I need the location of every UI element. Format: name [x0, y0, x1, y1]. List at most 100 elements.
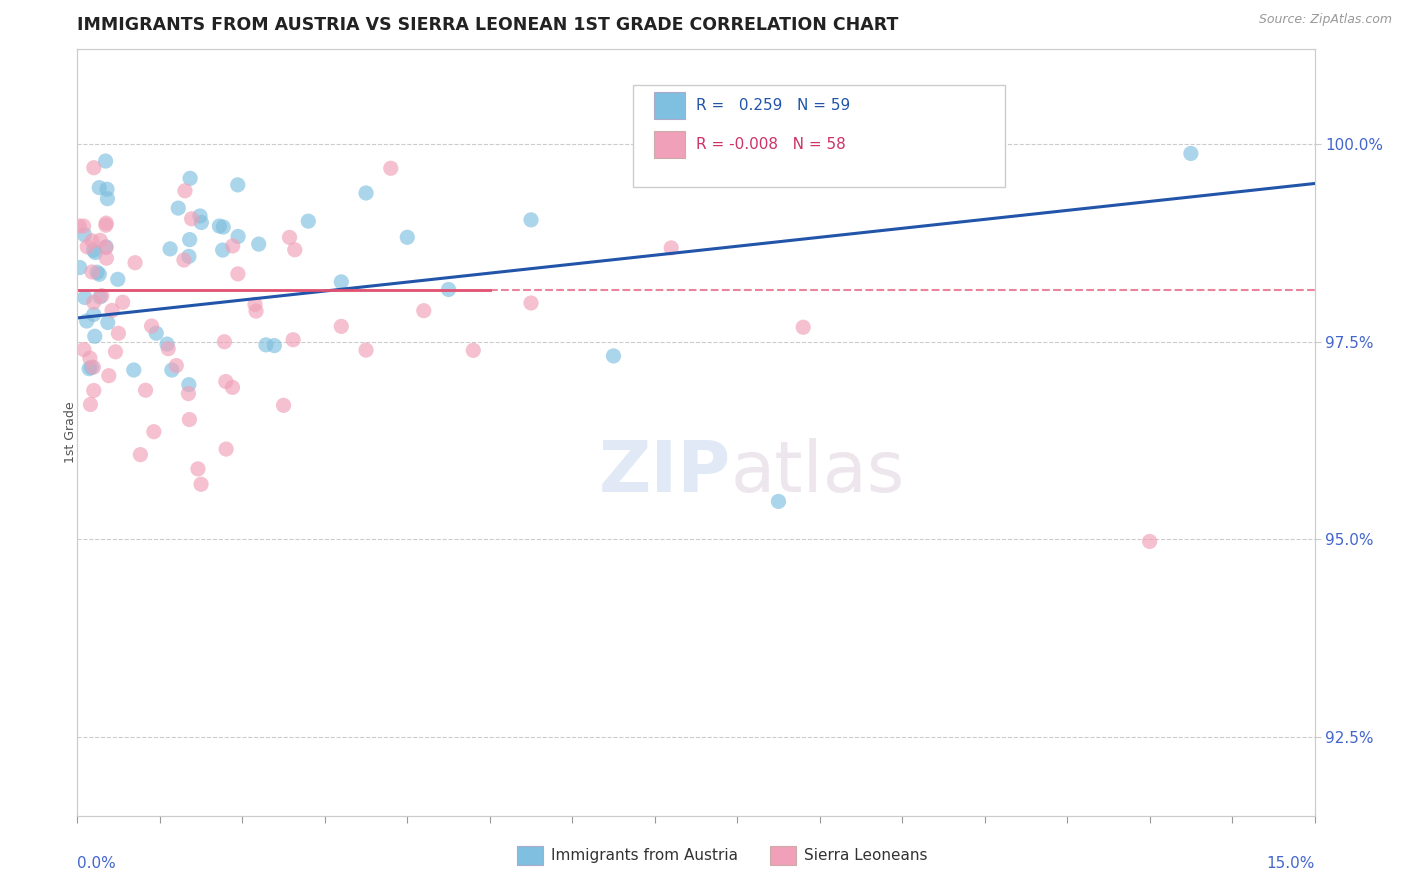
Text: 0.0%: 0.0%: [77, 855, 117, 871]
Point: [208, 219, 231, 233]
Point: [82, 360, 104, 375]
Point: [177, 249, 200, 263]
Point: [96, 192, 118, 206]
Point: [396, 230, 419, 244]
Point: [89, 290, 111, 304]
Point: [245, 304, 267, 318]
Point: [89, 233, 111, 247]
Point: [278, 230, 301, 244]
Point: [79, 351, 101, 365]
Text: R = -0.008   N = 58: R = -0.008 N = 58: [696, 137, 846, 152]
Point: [96, 216, 118, 230]
Point: [73, 343, 96, 357]
Point: [160, 363, 183, 377]
Point: [412, 303, 434, 318]
Point: [165, 359, 187, 373]
Point: [212, 220, 235, 235]
Point: [83, 295, 105, 310]
Point: [83, 308, 105, 322]
Point: [156, 337, 179, 351]
Point: [354, 343, 377, 358]
Point: [273, 398, 295, 412]
Point: [94, 218, 117, 232]
Point: [179, 412, 201, 426]
Point: [80, 265, 103, 279]
Point: [214, 334, 236, 349]
Point: [83, 329, 105, 343]
Point: [1180, 146, 1202, 161]
Point: [73, 227, 96, 242]
Point: [94, 240, 117, 254]
Point: [463, 343, 485, 358]
Point: [177, 386, 200, 401]
Point: [69, 260, 91, 275]
Point: [330, 275, 353, 289]
Point: [76, 240, 98, 254]
Point: [76, 314, 98, 328]
Point: [177, 377, 200, 392]
Point: [281, 333, 304, 347]
Y-axis label: 1st Grade: 1st Grade: [63, 401, 77, 464]
Point: [79, 397, 101, 411]
Text: IMMIGRANTS FROM AUSTRIA VS SIERRA LEONEAN 1ST GRADE CORRELATION CHART: IMMIGRANTS FROM AUSTRIA VS SIERRA LEONEA…: [77, 16, 898, 34]
Point: [97, 368, 120, 383]
Point: [145, 326, 167, 341]
Point: [792, 320, 814, 334]
Text: Sierra Leoneans: Sierra Leoneans: [804, 848, 928, 863]
Point: [157, 342, 180, 356]
Point: [86, 265, 108, 279]
Point: [330, 319, 353, 334]
Point: [83, 161, 105, 175]
Point: [221, 239, 243, 253]
Point: [104, 344, 127, 359]
Text: R =   0.259   N = 59: R = 0.259 N = 59: [696, 98, 851, 112]
Point: [124, 256, 146, 270]
Point: [263, 338, 285, 352]
Point: [107, 272, 129, 286]
Point: [226, 267, 249, 281]
Point: [111, 295, 134, 310]
Point: [90, 289, 112, 303]
Point: [179, 171, 201, 186]
Point: [141, 318, 163, 333]
Point: [96, 251, 118, 265]
Point: [135, 383, 157, 397]
Text: ZIP: ZIP: [599, 438, 731, 508]
Point: [101, 303, 124, 318]
Point: [243, 297, 266, 311]
Point: [142, 425, 165, 439]
Point: [226, 229, 249, 244]
Point: [1139, 534, 1161, 549]
Text: Immigrants from Austria: Immigrants from Austria: [551, 848, 738, 863]
Point: [67, 219, 90, 233]
Point: [83, 384, 105, 398]
Point: [129, 448, 152, 462]
Point: [94, 154, 117, 169]
Point: [122, 363, 145, 377]
Point: [380, 161, 402, 176]
Point: [602, 349, 624, 363]
Point: [96, 182, 118, 196]
Point: [284, 243, 307, 257]
Point: [187, 462, 209, 476]
Point: [97, 316, 120, 330]
Point: [190, 477, 212, 491]
Point: [173, 253, 195, 268]
Point: [89, 180, 111, 194]
Point: [247, 237, 270, 252]
Point: [84, 245, 107, 260]
Point: [107, 326, 129, 341]
Point: [190, 215, 212, 229]
Point: [188, 209, 211, 223]
Text: Source: ZipAtlas.com: Source: ZipAtlas.com: [1258, 13, 1392, 27]
Point: [77, 361, 100, 376]
Point: [211, 243, 233, 257]
Point: [520, 296, 543, 310]
Point: [254, 338, 277, 352]
Point: [179, 233, 201, 247]
Point: [354, 186, 377, 200]
Point: [80, 360, 103, 375]
Point: [520, 213, 543, 227]
Point: [215, 375, 238, 389]
Point: [167, 201, 190, 215]
